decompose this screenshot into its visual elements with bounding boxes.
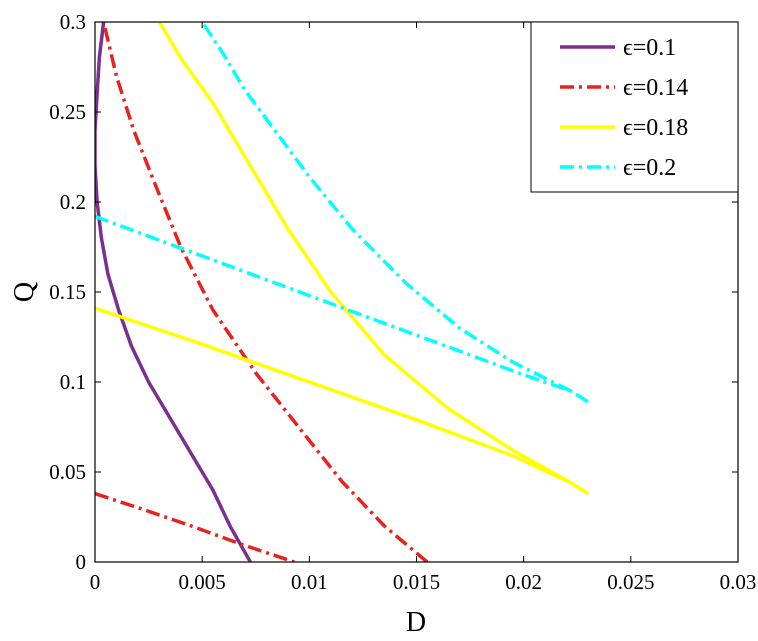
x-tick-label: 0.01 [291, 570, 328, 594]
series-line-2-segment-2 [95, 491, 295, 562]
x-tick-label: 0.03 [720, 570, 757, 594]
y-axis-title: Q [9, 282, 40, 302]
series-line-4-segment-2 [95, 214, 589, 404]
x-axis-title: D [406, 607, 426, 638]
series-line-4-segment-1 [200, 22, 572, 393]
y-tick-label: 0.3 [60, 10, 86, 34]
y-tick-label: 0.25 [49, 100, 86, 124]
x-tick-label: 0.02 [505, 570, 542, 594]
x-tick-label: 0.025 [607, 570, 654, 594]
series-line-3-segment-2 [95, 306, 589, 496]
legend-label-2: ϵ=0.14 [623, 75, 688, 101]
series-line-2-segment-1 [101, 22, 429, 562]
y-tick-label: 0.05 [49, 460, 86, 484]
legend-box [530, 21, 739, 193]
legend-label-4: ϵ=0.2 [623, 155, 676, 181]
x-tick-label: 0 [90, 570, 101, 594]
legend-label-1: ϵ=0.1 [623, 35, 676, 61]
y-tick-label: 0.1 [60, 370, 86, 394]
y-tick-label: 0 [76, 550, 87, 574]
x-axis-ticks: 0 0.005 0.01 0.015 0.02 0.025 0.03 [90, 22, 757, 594]
x-tick-label: 0.015 [393, 570, 440, 594]
legend-label-3: ϵ=0.18 [623, 115, 688, 141]
series-lines [95, 22, 589, 562]
x-tick-label: 0.005 [179, 570, 226, 594]
series-line-3-segment-1 [157, 22, 572, 485]
legend: ϵ=0.1 ϵ=0.14 ϵ=0.18 ϵ=0.2 [530, 21, 739, 193]
y-axis-ticks: 0 0.05 0.1 0.15 0.2 0.25 0.3 [49, 10, 738, 574]
y-tick-label: 0.15 [49, 280, 86, 304]
legend-items: ϵ=0.1 ϵ=0.14 ϵ=0.18 ϵ=0.2 [560, 35, 688, 181]
y-tick-label: 0.2 [60, 190, 86, 214]
